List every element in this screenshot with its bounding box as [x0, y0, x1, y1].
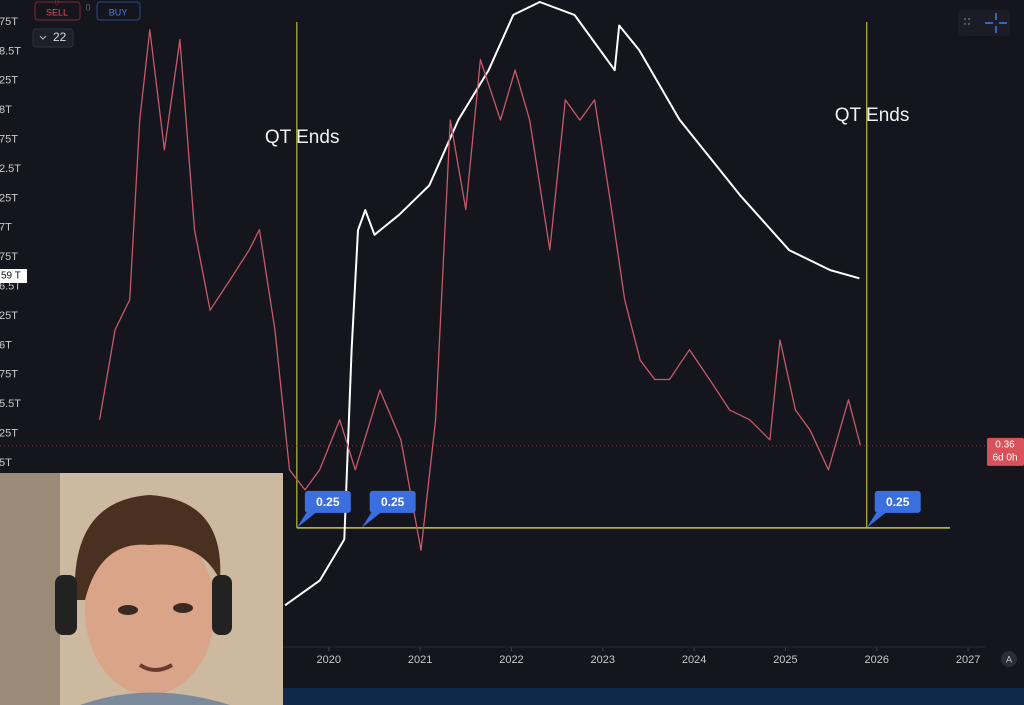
y-tick-label: 75T: [0, 133, 18, 145]
auto-scale-button[interactable]: [1001, 651, 1017, 667]
y-tick-label: 5T: [0, 457, 12, 469]
callout-label: 0.25: [886, 495, 910, 509]
callout-box: [304, 490, 351, 513]
y-tick-label: 25T: [0, 310, 18, 322]
x-tick-label: 2026: [865, 654, 889, 666]
y-tick-label: 5.5T: [0, 398, 21, 410]
y-tick-label: 25T: [0, 427, 18, 439]
price-tag-box: [987, 437, 1024, 466]
y-tick-label: 25T: [0, 75, 18, 87]
sell-label[interactable]: SELL: [46, 7, 68, 17]
callout-pointer: [296, 511, 317, 528]
last-value-box: [0, 268, 27, 283]
spread: 0: [85, 2, 90, 12]
right-axis-pane: [985, 0, 1024, 690]
y-tick-label: 25T: [0, 192, 18, 204]
webcam: [0, 473, 283, 705]
callout-label: 0.25: [381, 495, 405, 509]
x-tick-label: 2025: [773, 654, 797, 666]
interval-dropdown[interactable]: [32, 28, 74, 48]
balance-line: [284, 1, 860, 607]
bottom-bar: [283, 688, 1024, 705]
y-tick-label: 8.5T: [0, 45, 21, 57]
last-value-label: 59 T: [1, 271, 21, 282]
sell-value: 0: [55, 0, 60, 7]
x-tick-label: 2022: [499, 654, 523, 666]
buy-button[interactable]: [96, 1, 141, 21]
sell-button[interactable]: [34, 1, 81, 21]
y-tick-label: 6.5T: [0, 280, 21, 292]
toolbar-right: [958, 10, 1010, 36]
callout-label: 0.25: [316, 495, 340, 509]
callout-box: [874, 490, 921, 513]
y-tick-label: 75T: [0, 16, 18, 28]
y-tick-label: 2.5T: [0, 163, 21, 175]
y-tick-label: 8T: [0, 104, 12, 116]
x-tick-label: 2020: [317, 654, 341, 666]
auto-scale-label[interactable]: A: [1006, 654, 1012, 664]
crosshair-icon[interactable]: [985, 13, 1007, 33]
x-tick-label: 2024: [682, 654, 706, 666]
grip-icon: [963, 17, 971, 26]
callout-box: [369, 490, 416, 513]
price-line-series: [98, 29, 861, 551]
interval-label[interactable]: 22: [53, 30, 67, 44]
x-tick-label: 2027: [956, 654, 980, 666]
price-tag-value: 0.36: [995, 440, 1015, 451]
qt-end-label: QT Ends: [835, 105, 910, 126]
y-tick-label: 7T: [0, 222, 12, 234]
callout-pointer: [866, 511, 887, 528]
x-tick-label: 2021: [408, 654, 432, 666]
y-tick-label: 6T: [0, 339, 12, 351]
qt-end-label: QT Ends: [265, 127, 340, 148]
plot: 75T 8.5T 25T 8T 75T 2.5T 25T 7T 75T 6.5T 25T 6T 75T 5…: [0, 1, 985, 666]
y-tick-label: 75T: [0, 251, 18, 263]
y-tick-label: 75T: [0, 369, 18, 381]
price-tag-countdown: 6d 0h: [992, 453, 1017, 464]
buy-label[interactable]: BUY: [109, 7, 128, 17]
x-tick-label: 2023: [591, 654, 615, 666]
callout-pointer: [361, 511, 382, 528]
dropdown-caret: [39, 35, 47, 40]
